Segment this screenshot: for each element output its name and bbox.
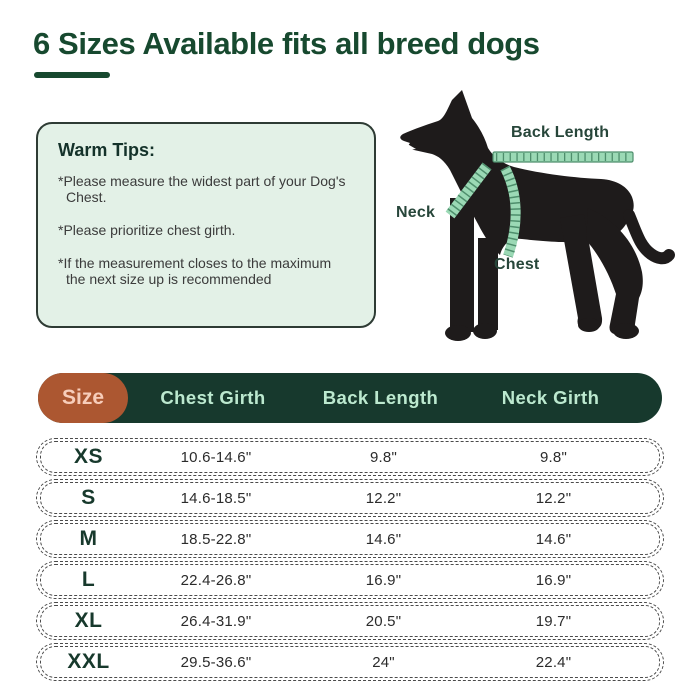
size-cell: XXL xyxy=(67,650,110,673)
dog-hind-leg xyxy=(560,214,603,330)
dog-measurement-diagram xyxy=(400,90,675,341)
header-neck-girth: Neck Girth xyxy=(501,387,600,408)
warm-tips-box: Warm Tips: *Please measure the widest pa… xyxy=(36,122,376,328)
back-length-cell: 16.9" xyxy=(365,571,402,589)
chest-girth-cell: 22.4-26.8" xyxy=(180,571,252,589)
size-table-rows: XS 10.6-14.6" 9.8" 9.8" S 14.6-18.5" 12.… xyxy=(36,438,664,684)
tip-item: *Please prioritize chest girth. xyxy=(58,222,236,238)
back-length-cell: 24" xyxy=(372,653,395,671)
tip-item: *Please measure the widest part of your … xyxy=(58,173,346,205)
table-row: S 14.6-18.5" 12.2" 12.2" xyxy=(36,479,664,517)
size-cell: M xyxy=(79,527,98,550)
dog-hind-paw xyxy=(578,318,600,332)
back-length-cell: 12.2" xyxy=(365,489,402,507)
size-cell: S xyxy=(81,486,96,509)
table-row: XL 26.4-31.9" 20.5" 19.7" xyxy=(36,602,664,640)
chest-measuring-tape-icon xyxy=(500,165,521,258)
chest-girth-cell: 10.6-14.6" xyxy=(180,448,252,466)
size-cell: XS xyxy=(73,445,103,468)
table-row: XXL 29.5-36.6" 24" 22.4" xyxy=(36,643,664,681)
neck-measuring-tape-icon xyxy=(445,162,492,219)
neck-girth-cell: 9.8" xyxy=(540,448,567,466)
dog-front-paw xyxy=(445,325,471,341)
neck-girth-cell: 16.9" xyxy=(535,571,572,589)
neck-girth-cell: 22.4" xyxy=(535,653,572,671)
neck-girth-cell: 12.2" xyxy=(535,489,572,507)
header-chest-girth: Chest Girth xyxy=(160,387,266,408)
dog-front-paw xyxy=(473,323,497,339)
title-underline xyxy=(34,72,110,78)
warm-tips-heading: Warm Tips: xyxy=(58,140,156,160)
dog-front-leg xyxy=(478,238,498,330)
chest-girth-cell: 14.6-18.5" xyxy=(180,489,252,507)
dog-front-leg xyxy=(450,198,474,332)
dog-mouth-notch xyxy=(404,142,416,150)
neck-girth-cell: 14.6" xyxy=(535,530,572,548)
page-title: 6 Sizes Available fits all breed dogs xyxy=(33,26,540,61)
dog-hind-paw xyxy=(613,323,639,339)
neck-label: Neck xyxy=(396,204,436,221)
back-length-label: Back Length xyxy=(511,124,610,141)
table-row: M 18.5-22.8" 14.6" 14.6" xyxy=(36,520,664,558)
back-length-cell: 9.8" xyxy=(370,448,397,466)
chest-girth-cell: 29.5-36.6" xyxy=(180,653,252,671)
chest-girth-cell: 26.4-31.9" xyxy=(180,612,252,630)
header-back-length: Back Length xyxy=(322,387,439,408)
tip-item: *If the measurement closes to the maximu… xyxy=(58,255,332,287)
dog-hind-leg xyxy=(586,208,643,336)
dog-body-silhouette xyxy=(400,90,634,255)
chest-label: Chest xyxy=(494,256,540,273)
size-pill: Size xyxy=(38,373,128,423)
chest-girth-cell: 18.5-22.8" xyxy=(180,530,252,548)
table-row: L 22.4-26.8" 16.9" 16.9" xyxy=(36,561,664,599)
back-length-cell: 14.6" xyxy=(365,530,402,548)
size-table-header: Chest Girth Back Length Neck Girth Size xyxy=(38,373,662,423)
back-length-cell: 20.5" xyxy=(365,612,402,630)
size-cell: L xyxy=(81,568,96,591)
dog-tail xyxy=(623,209,675,265)
neck-girth-cell: 19.7" xyxy=(535,612,572,630)
size-cell: XL xyxy=(74,609,103,632)
table-row: XS 10.6-14.6" 9.8" 9.8" xyxy=(36,438,664,476)
